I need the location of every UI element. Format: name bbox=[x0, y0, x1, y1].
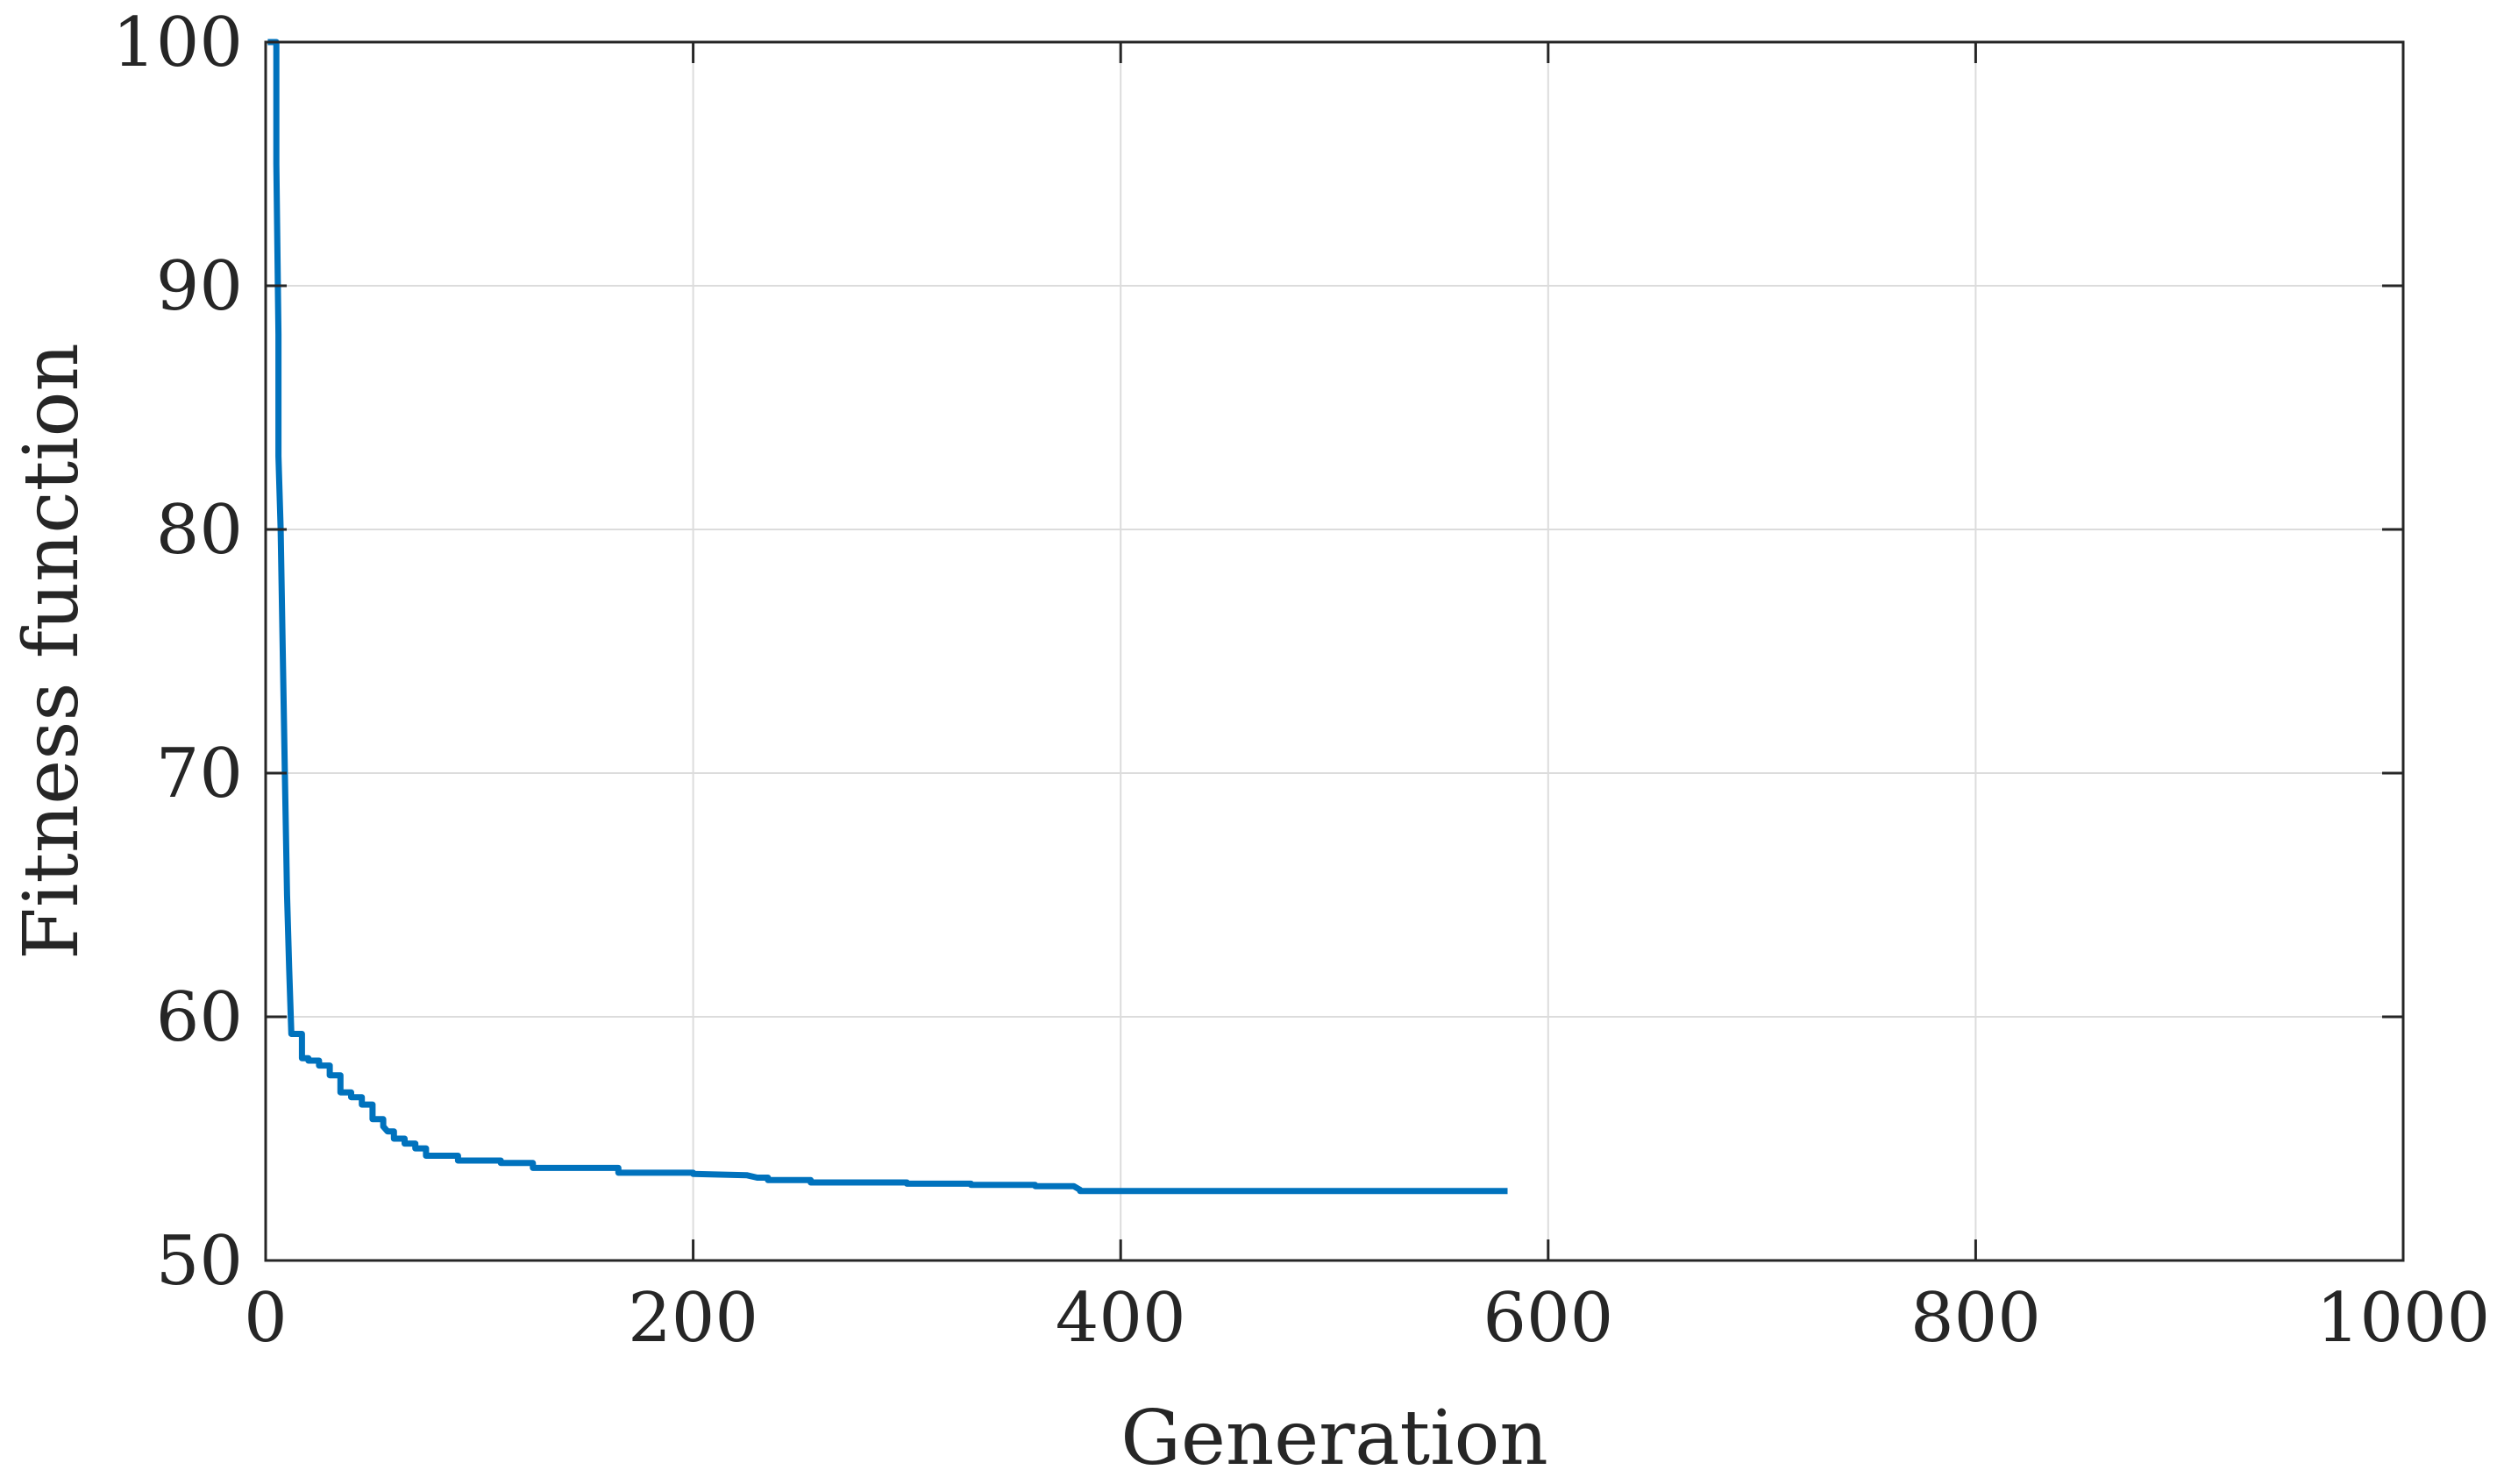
x-tick-label: 800 bbox=[1910, 1279, 2041, 1358]
y-tick-label: 50 bbox=[156, 1222, 243, 1301]
x-tick-labels: 0 200 400 600 800 1000 bbox=[244, 1279, 2490, 1358]
plot-background bbox=[266, 42, 2403, 1260]
x-tick-label: 0 bbox=[244, 1279, 288, 1358]
y-tick-labels: 50 60 70 80 90 100 bbox=[112, 4, 243, 1301]
x-axis-label: Generation bbox=[1120, 1395, 1548, 1482]
y-tick-label: 80 bbox=[156, 491, 243, 570]
x-tick-label: 1000 bbox=[2316, 1279, 2491, 1358]
tick-marks bbox=[264, 40, 2405, 1262]
x-tick-label: 200 bbox=[628, 1279, 758, 1358]
y-tick-label: 60 bbox=[156, 978, 243, 1057]
x-tick-label: 600 bbox=[1483, 1279, 1613, 1358]
axes-box bbox=[264, 40, 2405, 1262]
x-tick-label: 400 bbox=[1056, 1279, 1186, 1358]
y-tick-label: 70 bbox=[156, 735, 243, 813]
fitness-series-line bbox=[267, 39, 1508, 1195]
y-tick-label: 100 bbox=[112, 4, 243, 82]
y-tick-label: 90 bbox=[156, 247, 243, 326]
series-layer bbox=[267, 39, 1508, 1195]
grid-lines bbox=[266, 42, 2403, 1260]
y-axis-label: Fitness function bbox=[8, 343, 96, 960]
